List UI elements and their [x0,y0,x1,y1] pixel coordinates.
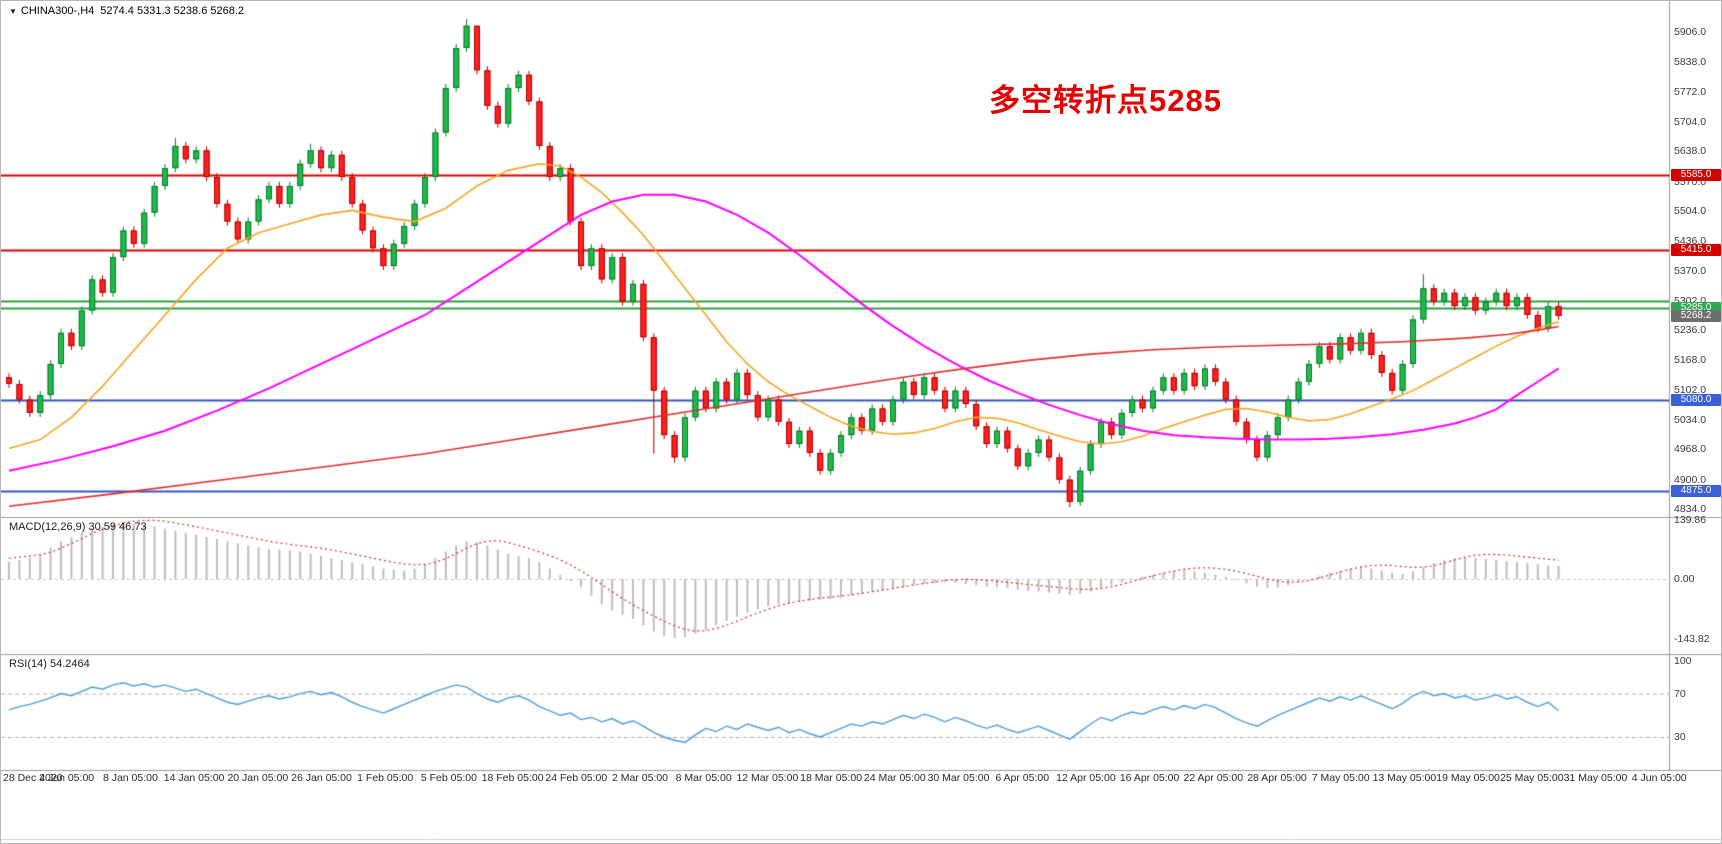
time-axis-label: 7 May 05:00 [1311,772,1370,784]
time-axis-label: 26 Jan 05:00 [291,772,352,784]
time-axis-label: 20 Jan 05:00 [227,772,289,784]
time-axis-label: 8 Mar 05:00 [675,772,732,784]
time-axis-label: 12 Apr 05:00 [1056,772,1116,784]
chart-annotation-text[interactable]: 多空转折点5285 [989,83,1222,118]
price-tick-label: 4968.0 [1674,443,1707,456]
price-tick-label: 5102.0 [1674,383,1707,396]
price-level-tag: 5585.0 [1671,168,1721,181]
time-axis-label: 14 Jan 05:00 [163,772,225,784]
price-level-tag: 5415.0 [1671,244,1721,257]
price-tick-label: 5436.0 [1674,235,1707,248]
time-axis-label: 24 Mar 05:00 [863,772,926,784]
time-axis-label: 19 May 05:00 [1436,772,1500,784]
rsi-tick-label: 100 [1674,655,1692,667]
price-tick-label: 4900.0 [1674,473,1707,486]
price-level-tag: 4875.0 [1671,484,1721,497]
price-tick-label: 4834.0 [1674,503,1707,515]
time-axis-label: 5 Feb 05:00 [420,772,477,784]
time-axis-label: 25 May 05:00 [1499,772,1564,784]
time-axis-label: 28 Apr 05:00 [1247,772,1307,784]
macd-tick-label: -143.82 [1674,633,1710,646]
rsi-indicator-label: RSI(14) 54.2464 [9,658,90,670]
price-tick-label: 5772.0 [1674,85,1707,98]
price-tick-label: 5236.0 [1674,324,1707,337]
time-axis-label: 24 Feb 05:00 [545,772,608,784]
time-axis-label: 13 May 05:00 [1372,772,1437,784]
macd-indicator-label: MACD(12,26,9) 30.59 46.73 [9,521,147,533]
time-axis-label: 2 Mar 05:00 [611,772,669,784]
time-axis-label: 16 Apr 05:00 [1119,772,1180,784]
time-axis-label: 30 Mar 05:00 [927,772,990,784]
time-axis-label: 12 Mar 05:00 [736,772,799,784]
price-tick-label: 5906.0 [1674,26,1707,38]
price-tick-label: 5838.0 [1674,56,1707,69]
price-tick-label: 5168.0 [1674,354,1707,367]
time-axis-label: 31 May 05:00 [1563,772,1628,784]
macd-tick-label: 0.00 [1674,573,1695,585]
price-tick-label: 5638.0 [1674,145,1707,158]
price-tick-label: 5034.0 [1674,414,1707,426]
rsi-tick-label: 70 [1674,687,1686,700]
price-tick-label: 5370.0 [1674,264,1707,277]
symbol-name: CHINA300-,H4 [20,5,95,17]
price-level-tag: 5080.0 [1671,393,1721,406]
price-tick-label: 5504.0 [1674,204,1707,217]
chart-collapse-icon[interactable]: ▼ [9,6,17,16]
time-axis-label: 1 Feb 05:00 [357,772,414,784]
rsi-tick-label: 30 [1674,730,1686,743]
time-axis-label: 4 Jan 05:00 [39,772,95,784]
price-tick-label: 5704.0 [1674,115,1707,128]
time-axis-label: 28 Dec 2020 [3,772,63,784]
time-axis-label: 6 Apr 05:00 [995,772,1050,784]
price-level-tag: 5268.2 [1671,309,1721,322]
time-axis-label: 4 Jun 05:00 [1631,772,1687,784]
symbol-info-bar: ▼ CHINA300-,H4 5274.4 5331.3 5238.6 5268.2 [9,5,244,17]
time-axis-label: 22 Apr 05:00 [1183,772,1244,784]
time-axis-label: 8 Jan 05:00 [102,772,158,784]
time-axis-label: 18 Mar 05:00 [800,772,863,784]
symbol-ohlc-values: 5274.4 5331.3 5238.6 5268.2 [100,5,245,17]
macd-tick-label: 139.86 [1674,514,1707,527]
time-axis-label: 18 Feb 05:00 [481,772,544,784]
